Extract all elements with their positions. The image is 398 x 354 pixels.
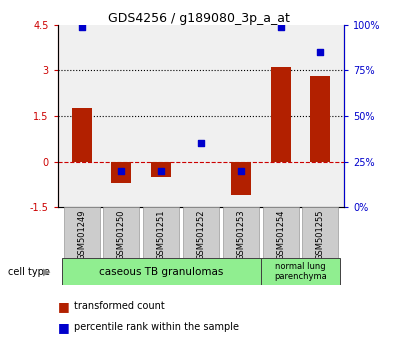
FancyBboxPatch shape (302, 207, 338, 258)
Bar (191, 161, 211, 162)
Point (277, 24, 284, 29)
Text: GSM501251: GSM501251 (157, 210, 166, 260)
Text: transformed count: transformed count (74, 301, 164, 311)
Point (198, 141, 204, 146)
Text: cell type: cell type (8, 267, 50, 277)
FancyBboxPatch shape (261, 258, 340, 285)
Point (238, 168, 244, 173)
Text: GDS4256 / g189080_3p_a_at: GDS4256 / g189080_3p_a_at (108, 12, 290, 25)
Point (158, 168, 164, 173)
Text: percentile rank within the sample: percentile rank within the sample (74, 322, 239, 332)
FancyBboxPatch shape (103, 207, 139, 258)
Text: ■: ■ (58, 300, 70, 313)
Point (317, 49, 324, 55)
FancyBboxPatch shape (64, 207, 100, 258)
Bar (310, 76, 330, 161)
Point (118, 168, 125, 173)
Text: GSM501249: GSM501249 (77, 210, 86, 260)
FancyBboxPatch shape (183, 207, 219, 258)
Text: ■: ■ (58, 321, 70, 334)
Text: GSM501252: GSM501252 (197, 210, 205, 260)
Text: normal lung
parenchyma: normal lung parenchyma (274, 262, 327, 281)
Text: GSM501253: GSM501253 (236, 210, 245, 260)
Text: GSM501255: GSM501255 (316, 210, 325, 260)
Bar (111, 161, 131, 183)
Text: GSM501250: GSM501250 (117, 210, 126, 260)
Bar (231, 161, 251, 195)
FancyBboxPatch shape (143, 207, 179, 258)
Bar (151, 161, 171, 177)
Text: GSM501254: GSM501254 (276, 210, 285, 260)
FancyBboxPatch shape (223, 207, 259, 258)
Bar (72, 108, 92, 161)
Text: caseous TB granulomas: caseous TB granulomas (99, 267, 223, 277)
FancyBboxPatch shape (62, 258, 261, 285)
Point (78, 24, 85, 29)
Bar (271, 67, 291, 161)
FancyBboxPatch shape (263, 207, 298, 258)
Text: ▶: ▶ (43, 267, 51, 277)
